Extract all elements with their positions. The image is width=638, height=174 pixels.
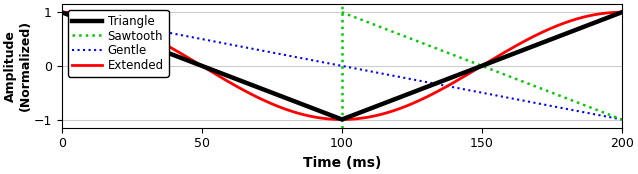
- Gentle: [168, 32, 175, 34]
- Extended: [168, 47, 175, 49]
- Triangle: [168, 53, 175, 55]
- Triangle: [332, 116, 339, 118]
- Sawtooth: [240, 81, 248, 83]
- Sawtooth: [288, 99, 296, 101]
- Line: Gentle: Gentle: [62, 12, 622, 120]
- Line: Triangle: Triangle: [62, 12, 622, 120]
- Extended: [61, 11, 68, 13]
- Triangle: [58, 11, 66, 13]
- Sawtooth: [165, 52, 172, 54]
- Extended: [81, 13, 89, 15]
- Gentle: [91, 18, 99, 20]
- Extended: [58, 11, 66, 13]
- Legend: Triangle, Sawtooth, Gentle, Extended: Triangle, Sawtooth, Gentle, Extended: [68, 10, 168, 77]
- Extended: [588, 14, 596, 16]
- Gentle: [618, 118, 626, 121]
- Gentle: [588, 113, 596, 115]
- Gentle: [332, 64, 339, 66]
- Y-axis label: Amplitude
(Normalized): Amplitude (Normalized): [4, 20, 32, 111]
- Gentle: [61, 12, 68, 14]
- X-axis label: Time (ms): Time (ms): [302, 156, 381, 170]
- Extended: [618, 11, 626, 13]
- Sawtooth: [338, 118, 346, 121]
- Triangle: [338, 118, 346, 121]
- Triangle: [61, 12, 68, 14]
- Gentle: [58, 11, 66, 13]
- Sawtooth: [267, 91, 274, 93]
- Extended: [332, 118, 339, 120]
- Extended: [91, 15, 99, 17]
- Sawtooth: [226, 76, 234, 78]
- Triangle: [91, 24, 99, 26]
- Gentle: [81, 16, 89, 18]
- Sawtooth: [58, 11, 66, 13]
- Extended: [338, 118, 346, 121]
- Triangle: [588, 22, 596, 25]
- Line: Sawtooth: Sawtooth: [62, 12, 342, 120]
- Triangle: [81, 20, 89, 22]
- Triangle: [618, 11, 626, 13]
- Line: Extended: Extended: [62, 12, 622, 120]
- Sawtooth: [108, 31, 116, 33]
